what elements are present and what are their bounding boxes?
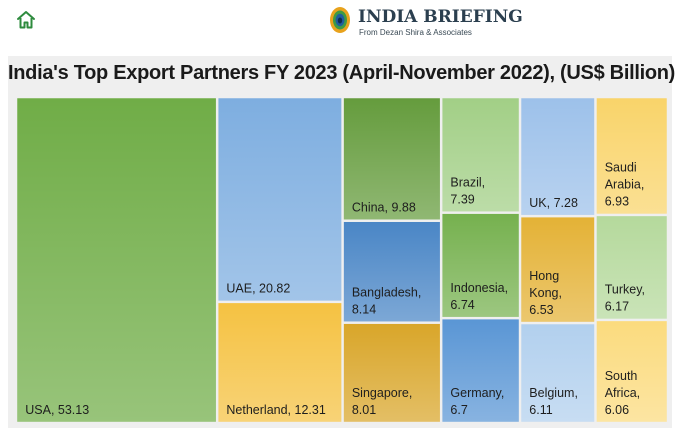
chart-panel: India's Top Export Partners FY 2023 (Apr… — [8, 56, 676, 428]
treemap-tile-uk: UK, 7.28 — [521, 98, 595, 215]
tile-shade-indonesia — [442, 213, 519, 317]
tile-shade-belgium — [521, 324, 595, 422]
treemap-tile-brazil: Brazil, 7.39 — [442, 98, 519, 212]
home-icon — [17, 11, 35, 29]
tile-label-brazil: Brazil, 7.39 — [450, 175, 485, 206]
treemap-tile-china: China, 9.88 — [343, 98, 440, 220]
tile-label-singapore: Singapore, 8.01 — [352, 386, 412, 417]
tile-shade-uk — [521, 98, 595, 215]
tile-shade-china — [343, 98, 440, 220]
tile-label-saudi-arabia: Saudi Arabia, 6.93 — [605, 161, 645, 209]
treemap-tile-belgium: Belgium, 6.11 — [521, 324, 595, 422]
brand-name: INDIA BRIEFING — [358, 7, 523, 27]
treemap-tile-usa: USA, 53.13 — [17, 98, 216, 422]
treemap-tile-bangladesh: Bangladesh, 8.14 — [343, 221, 440, 322]
tile-label-uae: UAE, 20.82 — [226, 282, 290, 296]
tile-shade-saudi-arabia — [596, 98, 667, 214]
treemap-tile-germany: Germany, 6.7 — [442, 319, 519, 422]
top-bar: INDIA BRIEFING From Dezan Shira & Associ… — [0, 0, 680, 48]
tile-shade-usa — [17, 98, 216, 422]
treemap-tile-uae: UAE, 20.82 — [218, 98, 342, 301]
tile-label-uk: UK, 7.28 — [529, 196, 578, 210]
tile-label-south-africa: South Africa, 6.06 — [605, 369, 640, 417]
tile-label-germany: Germany, 6.7 — [450, 386, 504, 417]
tile-shade-uae — [218, 98, 342, 301]
tile-shade-brazil — [442, 98, 519, 212]
treemap-tile-hong-kong: Hong Kong, 6.53 — [521, 217, 595, 322]
home-button[interactable] — [14, 8, 38, 32]
treemap-tile-turkey: Turkey, 6.17 — [596, 216, 667, 319]
brand-subtitle: From Dezan Shira & Associates — [359, 28, 472, 37]
tile-shade-germany — [442, 319, 519, 422]
treemap-tile-indonesia: Indonesia, 6.74 — [442, 213, 519, 317]
treemap-tile-south-africa: South Africa, 6.06 — [596, 321, 667, 422]
tile-shade-south-africa — [596, 321, 667, 422]
tile-label-indonesia: Indonesia, 6.74 — [450, 281, 508, 312]
treemap-tile-netherland: Netherland, 12.31 — [218, 303, 342, 422]
tile-shade-singapore — [343, 323, 440, 422]
tile-shade-netherland — [218, 303, 342, 422]
tile-label-turkey: Turkey, 6.17 — [605, 283, 645, 314]
tile-shade-turkey — [596, 216, 667, 319]
tile-shade-hong-kong — [521, 217, 595, 322]
tile-label-bangladesh: Bangladesh, 8.14 — [352, 285, 422, 316]
tile-label-hong-kong: Hong Kong, 6.53 — [529, 269, 562, 317]
treemap-tile-saudi-arabia: Saudi Arabia, 6.93 — [596, 98, 667, 214]
treemap-tile-singapore: Singapore, 8.01 — [343, 323, 440, 422]
tile-shade-bangladesh — [343, 221, 440, 322]
peacock-feather-logo-icon — [330, 7, 350, 33]
tile-label-china: China, 9.88 — [352, 200, 416, 214]
chart-title: India's Top Export Partners FY 2023 (Apr… — [8, 62, 676, 84]
tile-label-usa: USA, 53.13 — [25, 403, 89, 417]
tile-label-netherland: Netherland, 12.31 — [226, 403, 325, 417]
treemap-chart: USA, 53.13 UAE, 20.82 Netherland, 12.31 Chi… — [17, 98, 667, 422]
tile-label-belgium: Belgium, 6.11 — [529, 386, 578, 417]
